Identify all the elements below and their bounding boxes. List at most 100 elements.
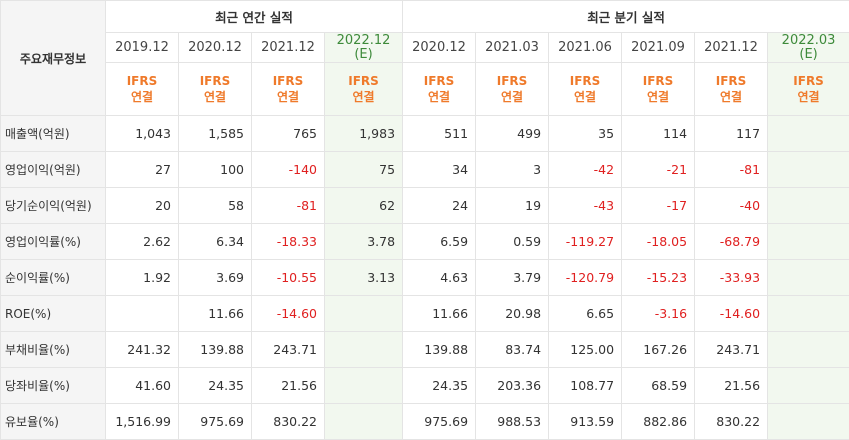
consolidated-label: 연결: [573, 90, 597, 104]
ifrs-consolidated-badge: IFRS 연결: [621, 62, 696, 116]
period-quarterly-5-date: 2022.03: [781, 32, 836, 48]
row-label: ROE(%): [0, 295, 106, 332]
value-cell: 511: [402, 115, 477, 152]
value-cell: 1,516.99: [105, 403, 179, 440]
ifrs-consolidated-badge: IFRS 연결: [475, 62, 550, 116]
period-annual-3-date: 2022.12: [336, 32, 391, 48]
value-cell: [323, 367, 404, 404]
value-cell: 2.62: [105, 223, 179, 260]
period-quarterly-5-estimate: 2022.03 (E): [767, 32, 849, 63]
ifrs-consolidated-badge: IFRS 연결: [251, 62, 325, 116]
value-cell: 11.66: [402, 295, 477, 332]
value-cell: -40: [694, 187, 769, 224]
table-row: 부채비율(%) 241.32 139.88 243.71 139.88 83.74 125.…: [0, 331, 849, 368]
consolidated-label: 연결: [646, 90, 670, 104]
value-cell: -14.60: [251, 295, 325, 332]
value-cell: 108.77: [548, 367, 623, 404]
value-cell: 203.36: [475, 367, 550, 404]
period-quarterly-1: 2021.03: [475, 32, 550, 63]
value-cell: 4.63: [402, 259, 477, 296]
value-cell: 24.35: [402, 367, 477, 404]
value-cell: 913.59: [548, 403, 623, 440]
value-cell: 21.56: [251, 367, 325, 404]
value-cell: -119.27: [548, 223, 623, 260]
value-cell: 243.71: [694, 331, 769, 368]
ifrs-label: IFRS: [793, 74, 824, 88]
row-label: 당좌비율(%): [0, 367, 106, 404]
group-quarterly: 최근 분기 실적: [402, 0, 849, 33]
value-cell: 6.59: [402, 223, 477, 260]
value-cell: 765: [251, 115, 325, 152]
value-cell: 988.53: [475, 403, 550, 440]
value-cell: -14.60: [694, 295, 769, 332]
ifrs-label: IFRS: [569, 74, 601, 88]
value-cell: 41.60: [105, 367, 179, 404]
value-cell: 3.79: [475, 259, 550, 296]
value-cell: -81: [251, 187, 325, 224]
value-cell: 243.71: [251, 331, 325, 368]
ifrs-consolidated-badge: IFRS 연결: [767, 62, 849, 116]
table-row: 매출액(억원) 1,043 1,585 765 1,983 511 499 35 114 117: [0, 115, 849, 152]
value-cell: 1.92: [105, 259, 179, 296]
value-cell: 830.22: [694, 403, 769, 440]
value-cell: 75: [323, 151, 404, 188]
ifrs-label: IFRS: [423, 74, 455, 88]
row-label: 매출액(억원): [0, 115, 106, 152]
ifrs-label: IFRS: [715, 74, 747, 88]
value-cell: 6.65: [548, 295, 623, 332]
consolidated-label: 연결: [276, 90, 300, 104]
value-cell: 1,585: [178, 115, 252, 152]
consolidated-label: 연결: [352, 90, 375, 104]
row-label: 부채비율(%): [0, 331, 106, 368]
value-cell: -42: [548, 151, 623, 188]
ifrs-label: IFRS: [126, 74, 158, 88]
value-cell: 975.69: [178, 403, 252, 440]
ifrs-consolidated-badge: IFRS 연결: [105, 62, 179, 116]
value-cell: 20.98: [475, 295, 550, 332]
ifrs-consolidated-badge: IFRS 연결: [402, 62, 477, 116]
row-label: 영업이익률(%): [0, 223, 106, 260]
table-row: 당기순이익(억원) 20 58 -81 62 24 19 -43 -17 -40: [0, 187, 849, 224]
table-row: 영업이익(억원) 27 100 -140 75 34 3 -42 -21 -81: [0, 151, 849, 188]
estimate-marker: (E): [799, 46, 818, 62]
ifrs-label: IFRS: [642, 74, 674, 88]
value-cell: -81: [694, 151, 769, 188]
value-cell: 114: [621, 115, 696, 152]
consolidated-label: 연결: [500, 90, 524, 104]
value-cell: 27: [105, 151, 179, 188]
value-cell: 3.78: [323, 223, 404, 260]
row-label: 유보율(%): [0, 403, 106, 440]
value-cell: 100: [178, 151, 252, 188]
value-cell: -140: [251, 151, 325, 188]
value-cell: [767, 331, 849, 368]
value-cell: 139.88: [402, 331, 477, 368]
value-cell: [767, 187, 849, 224]
value-cell: [767, 223, 849, 260]
row-label: 순이익률(%): [0, 259, 106, 296]
value-cell: 117: [694, 115, 769, 152]
ifrs-consolidated-badge: IFRS 연결: [323, 62, 404, 116]
table-row: 유보율(%) 1,516.99 975.69 830.22 975.69 988.53 91…: [0, 403, 849, 440]
period-annual-1: 2020.12: [178, 32, 252, 63]
consolidated-label: 연결: [719, 90, 743, 104]
value-cell: 62: [323, 187, 404, 224]
value-cell: [323, 403, 404, 440]
table-row: 순이익률(%) 1.92 3.69 -10.55 3.13 4.63 3.79 -120.79…: [0, 259, 849, 296]
value-cell: 34: [402, 151, 477, 188]
value-cell: [767, 367, 849, 404]
period-quarterly-2: 2021.06: [548, 32, 623, 63]
value-cell: 125.00: [548, 331, 623, 368]
value-cell: 19: [475, 187, 550, 224]
value-cell: -15.23: [621, 259, 696, 296]
value-cell: -18.33: [251, 223, 325, 260]
value-cell: 58: [178, 187, 252, 224]
value-cell: -21: [621, 151, 696, 188]
value-cell: -43: [548, 187, 623, 224]
table-row: 영업이익률(%) 2.62 6.34 -18.33 3.78 6.59 0.59 -119.2…: [0, 223, 849, 260]
estimate-marker: (E): [354, 46, 373, 62]
value-cell: 3: [475, 151, 550, 188]
value-cell: -120.79: [548, 259, 623, 296]
value-cell: 83.74: [475, 331, 550, 368]
ifrs-label: IFRS: [496, 74, 528, 88]
